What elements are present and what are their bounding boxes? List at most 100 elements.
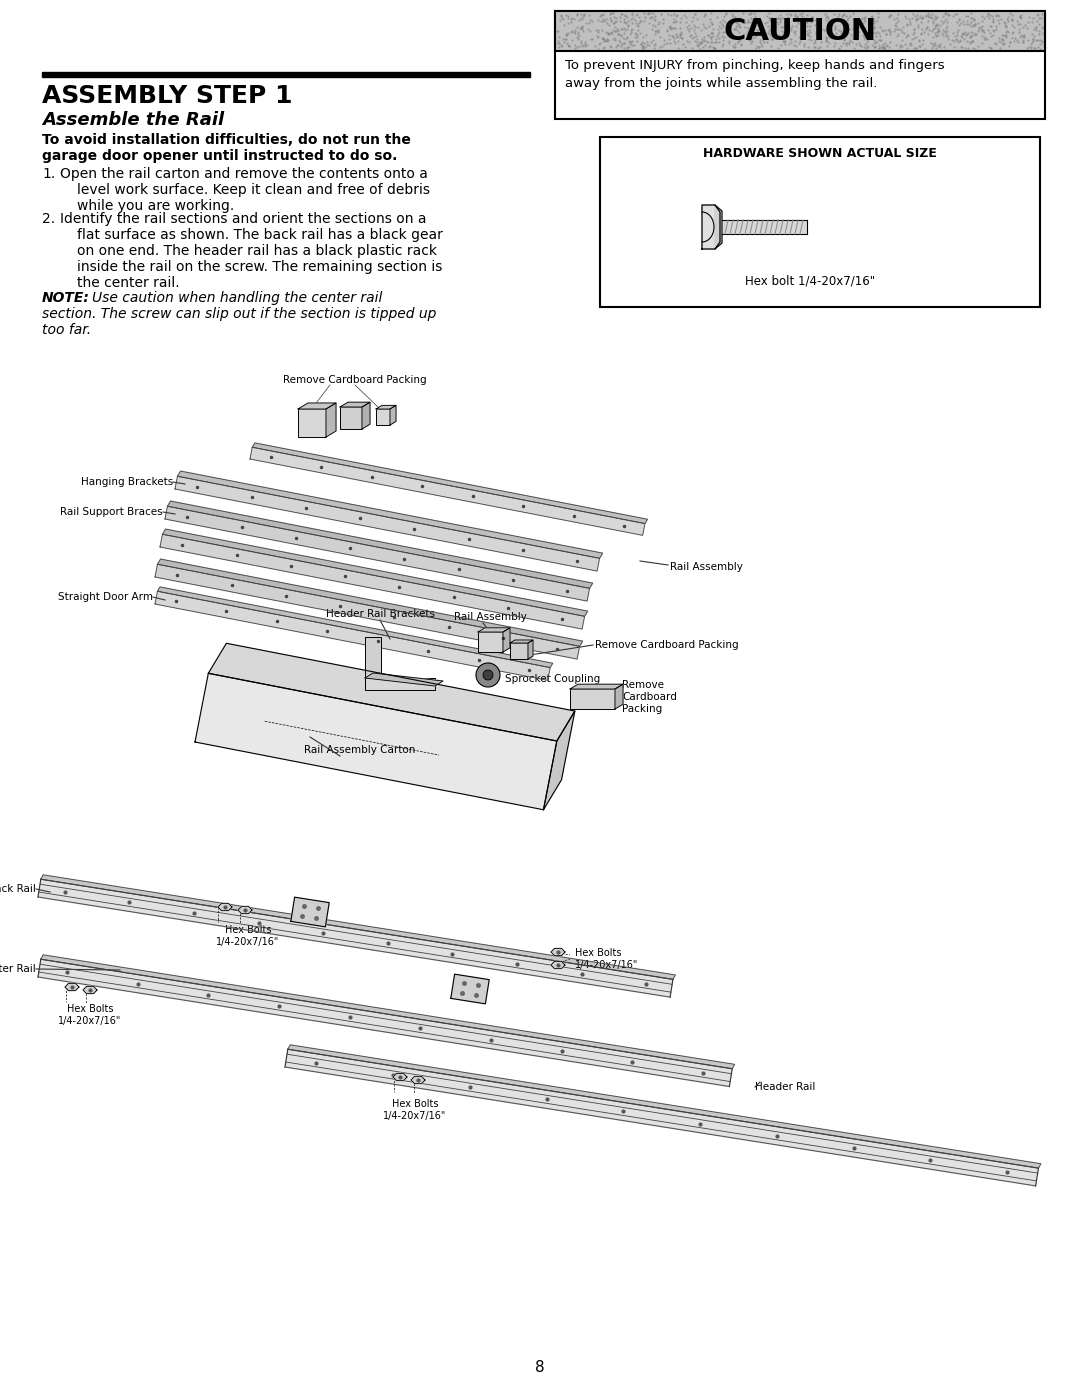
Point <box>962 21 980 43</box>
Point <box>889 18 906 41</box>
Point <box>603 21 620 43</box>
Point <box>793 15 810 38</box>
Point <box>924 27 942 49</box>
Point <box>696 6 713 28</box>
Point <box>662 17 679 39</box>
Point <box>715 15 732 38</box>
Point <box>1023 34 1040 56</box>
Point <box>836 20 853 42</box>
Point <box>638 31 656 53</box>
Point <box>986 31 1003 53</box>
Point <box>552 4 569 27</box>
Point <box>923 36 941 59</box>
Point <box>867 25 885 47</box>
Point <box>745 27 762 49</box>
Point <box>833 35 850 57</box>
Point <box>1014 25 1031 47</box>
Point <box>751 31 768 53</box>
Point <box>851 15 868 38</box>
Point <box>928 38 945 60</box>
Point <box>822 14 839 36</box>
Polygon shape <box>551 949 565 956</box>
Point <box>681 24 699 46</box>
Point <box>950 14 968 36</box>
Point <box>685 20 702 42</box>
Point <box>651 36 669 59</box>
Point <box>984 7 1001 29</box>
Point <box>650 11 667 34</box>
Point <box>1003 27 1021 49</box>
Point <box>949 31 967 53</box>
Point <box>616 32 633 54</box>
Point <box>730 13 747 35</box>
Point <box>994 24 1011 46</box>
Point <box>855 35 873 57</box>
Point <box>644 17 661 39</box>
Point <box>780 22 797 45</box>
Point <box>815 20 833 42</box>
Point <box>551 32 568 54</box>
Point <box>869 6 887 28</box>
Point <box>920 4 937 27</box>
Point <box>841 29 859 52</box>
Point <box>761 18 779 41</box>
Point <box>573 15 591 38</box>
Point <box>619 15 636 38</box>
Point <box>629 3 646 25</box>
Polygon shape <box>285 1049 1039 1186</box>
Point <box>1024 28 1041 50</box>
Point <box>648 20 665 42</box>
Point <box>767 27 784 49</box>
Point <box>616 8 633 31</box>
Point <box>835 29 852 52</box>
Point <box>799 24 816 46</box>
Point <box>559 4 577 27</box>
Point <box>933 10 950 32</box>
Point <box>909 15 927 38</box>
Point <box>550 20 567 42</box>
Point <box>672 11 689 34</box>
Point <box>880 36 897 59</box>
Point <box>608 18 625 41</box>
Point <box>634 38 651 60</box>
Point <box>779 15 796 38</box>
Point <box>703 22 720 45</box>
Point <box>702 1 719 24</box>
Point <box>732 34 750 56</box>
Point <box>557 24 575 46</box>
Point <box>771 7 788 29</box>
Point <box>962 1 980 24</box>
Point <box>783 17 800 39</box>
Point <box>1021 35 1038 57</box>
Point <box>939 20 956 42</box>
Point <box>710 18 727 41</box>
Text: section. The screw can slip out if the section is tipped up: section. The screw can slip out if the s… <box>42 307 436 321</box>
Point <box>1014 31 1031 53</box>
Point <box>880 18 897 41</box>
Point <box>558 32 576 54</box>
Point <box>958 24 975 46</box>
Point <box>924 17 942 39</box>
Point <box>621 32 638 54</box>
Point <box>909 4 927 27</box>
Point <box>687 22 704 45</box>
Polygon shape <box>291 897 329 926</box>
Point <box>897 36 915 59</box>
Point <box>576 4 593 27</box>
Point <box>654 34 672 56</box>
Point <box>684 36 701 59</box>
Point <box>707 28 725 50</box>
Point <box>995 24 1012 46</box>
Point <box>607 10 624 32</box>
Point <box>666 10 684 32</box>
Point <box>910 29 928 52</box>
Point <box>746 4 764 27</box>
Point <box>737 11 754 34</box>
Point <box>868 21 886 43</box>
Point <box>798 15 815 38</box>
Point <box>929 35 946 57</box>
Point <box>1027 15 1044 38</box>
Point <box>880 6 897 28</box>
Polygon shape <box>570 685 623 689</box>
Point <box>674 27 691 49</box>
